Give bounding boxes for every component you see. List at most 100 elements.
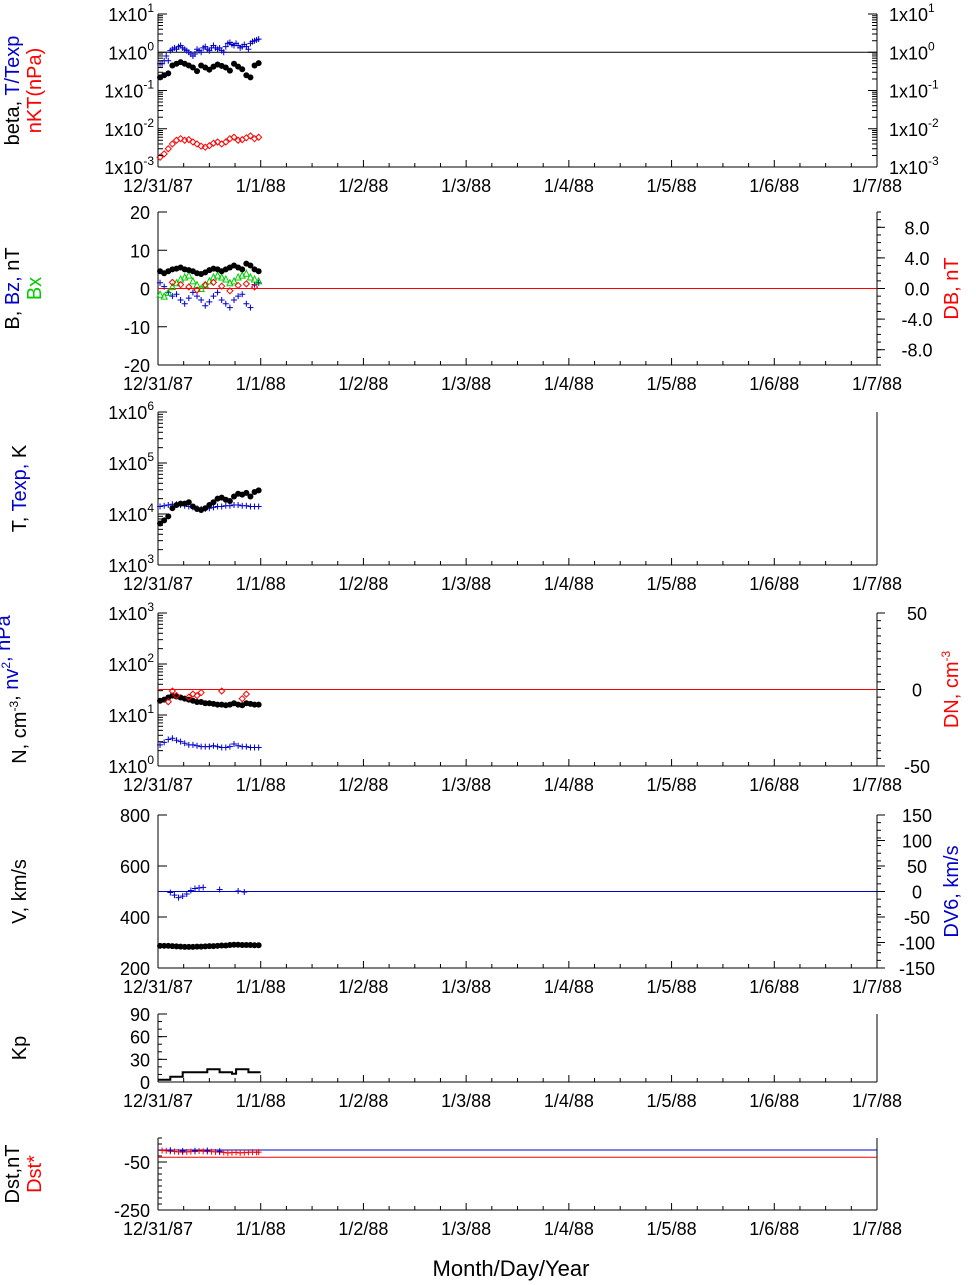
y-tick-exponent: 6 [147, 399, 154, 413]
data-point-T-1 [210, 499, 217, 506]
y-tick-exponent: 3 [147, 600, 154, 614]
data-point-B-1 [197, 284, 205, 292]
data-point-B-1 [164, 288, 173, 296]
left-label-N-part-0: N, cm [9, 712, 31, 764]
data-point-V-1 [187, 887, 194, 894]
x-tick-label: 12/31/87 [123, 1219, 193, 1239]
data-point-B-3 [176, 280, 185, 289]
data-point-V-0 [157, 942, 164, 949]
data-point-B-1 [250, 274, 259, 283]
x-tick-label: 1/2/88 [338, 176, 388, 196]
y-tick-exponent: 2 [147, 651, 154, 665]
data-point-N-1 [255, 701, 262, 708]
right-tick-mantissa: 1x10 [889, 158, 928, 178]
x-tick-label: 1/2/88 [338, 574, 388, 594]
left-label-B-part-2: nT [2, 247, 24, 270]
data-point-B-0 [222, 300, 229, 307]
y-tick-exponent: 1 [147, 702, 154, 716]
data-point-B-0 [161, 283, 168, 290]
x-tick-label: 1/2/88 [338, 1091, 388, 1111]
x-tick-label: 1/4/88 [544, 374, 594, 394]
data-point-T-0 [157, 503, 164, 510]
x-tick-label: 1/1/88 [236, 775, 286, 795]
x-tick-label: 1/1/88 [236, 374, 286, 394]
data-point-N-0 [194, 742, 201, 749]
right-tick-exponent: -3 [928, 154, 939, 168]
data-point-B-1 [205, 276, 214, 285]
right-tick-label: -50 [904, 908, 930, 928]
data-point-V-0 [255, 942, 262, 949]
y-tick-mantissa: 1x10 [104, 82, 143, 102]
data-point-B-1 [168, 282, 177, 291]
data-point-B-1 [242, 269, 251, 277]
right-tick-label: 0.0 [904, 280, 929, 300]
y-tick-mantissa: 1x10 [108, 43, 147, 63]
data-point-T-1 [169, 505, 176, 512]
y-tick-label: 90 [130, 1005, 150, 1025]
left-label-T: T, Texp, K [9, 444, 31, 532]
right-label-N-sup-0: -3 [939, 651, 953, 662]
left-label-Dst-part-0: Dst,nT [2, 1145, 24, 1204]
right-tick-exponent: 0 [928, 39, 935, 53]
right-tick-exponent: -2 [928, 116, 939, 130]
data-point-B-0 [198, 296, 205, 303]
data-point-N-2 [217, 687, 226, 695]
y-tick-mantissa: 1x10 [108, 403, 147, 423]
right-tick-mantissa: 1x10 [889, 43, 928, 63]
data-point-T-1 [255, 487, 262, 494]
left-label-Kp: Kp [9, 1036, 31, 1060]
y-tick-exponent: 5 [147, 450, 154, 464]
data-point-V-1 [191, 885, 198, 892]
data-point-V-0 [251, 942, 258, 949]
x-tick-label: 1/5/88 [647, 176, 697, 196]
data-point-B-0 [231, 296, 238, 303]
data-point-beta-2 [164, 145, 172, 153]
data-point-Dst-1 [167, 1147, 174, 1154]
left-label-beta-part-0: beta, [2, 96, 24, 146]
panel-T: 12/31/87 1/1/88 1/2/88 1/3/88 1/4/88 1/5/88 1/… [108, 399, 902, 594]
data-point-V-1 [216, 886, 223, 893]
x-tick-label: 1/7/88 [852, 374, 902, 394]
right-tick-label: 0 [912, 883, 922, 903]
data-point-beta-1 [165, 70, 172, 77]
x-tick-label: 1/7/88 [852, 574, 902, 594]
data-point-T-0 [161, 502, 168, 509]
x-tick-label: 1/4/88 [544, 1091, 594, 1111]
data-point-B-0 [214, 289, 221, 296]
data-point-N-2 [197, 688, 205, 697]
x-tick-label: 1/7/88 [852, 977, 902, 997]
data-point-beta-2 [246, 132, 255, 140]
data-point-T-0 [210, 504, 217, 511]
left-label2-Dst-part-0: Dst* [24, 1155, 46, 1193]
data-point-B-3 [209, 278, 218, 287]
data-point-B-1 [160, 292, 168, 300]
right-tick-label: -150 [899, 959, 935, 979]
data-point-T-1 [226, 497, 233, 504]
left-label-T-part-1: Texp, [9, 458, 31, 511]
data-point-B-1 [217, 272, 226, 281]
data-point-V-1 [171, 892, 178, 899]
data-point-B-0 [206, 298, 213, 305]
data-point-beta-2 [213, 138, 222, 146]
data-point-B-1 [246, 272, 255, 281]
data-point-B-0 [239, 291, 246, 298]
x-tick-label: 1/1/88 [236, 1219, 286, 1239]
data-point-V-0 [206, 943, 213, 950]
y-tick-label: 0 [140, 1073, 150, 1093]
data-point-beta-0 [198, 49, 205, 56]
data-point-beta-2 [189, 138, 197, 146]
data-point-N-2 [164, 698, 172, 706]
data-point-B-3 [250, 283, 259, 291]
y-tick-label: 1x100 [108, 39, 154, 63]
data-point-N-0 [214, 743, 221, 750]
left-label-beta: beta, T/Texp [2, 36, 24, 146]
data-point-N-1 [194, 698, 201, 705]
data-point-T-1 [247, 493, 254, 500]
data-point-T-0 [165, 502, 172, 509]
x-tick-label: 1/3/88 [441, 977, 491, 997]
y-tick-mantissa: 1x10 [108, 706, 147, 726]
data-point-beta-2 [176, 134, 185, 143]
data-point-beta-2 [185, 135, 193, 144]
y-tick-exponent: -1 [143, 78, 154, 92]
y-tick-mantissa: 1x10 [108, 757, 147, 777]
